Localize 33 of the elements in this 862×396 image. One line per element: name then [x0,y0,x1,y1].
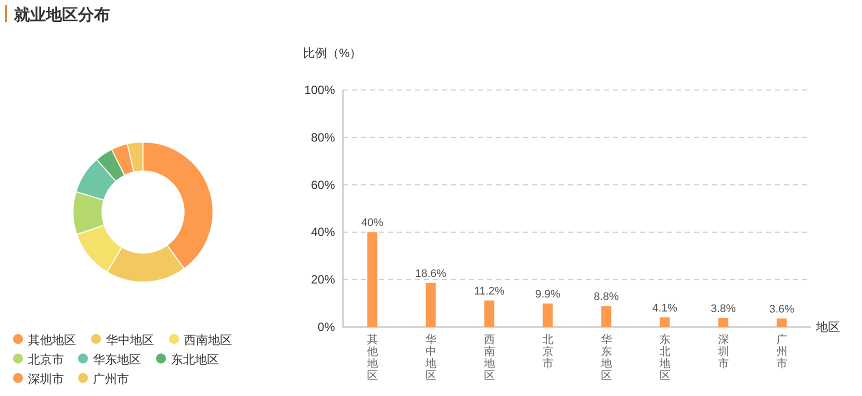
bar [776,318,787,327]
x-tick-label: 其他地区 [366,333,378,382]
y-tick-label: 0% [318,320,336,334]
y-tick-label: 100% [304,83,336,97]
x-tick-label: 华东地区 [600,334,612,382]
x-tick-label: 广州市 [776,333,788,370]
bar [601,306,612,327]
data-label: 9.9% [535,288,560,301]
data-label: 8.8% [594,291,619,304]
data-label: 11.2% [474,285,505,298]
data-label: 40% [361,217,384,230]
y-tick-label: 80% [310,130,336,144]
x-tick-label: 东北地区 [658,333,670,382]
x-tick-label: 西南地区 [482,334,495,382]
y-axis-title: 比例（%） [303,46,362,60]
y-tick-label: 40% [310,225,336,240]
y-tick-label: 60% [310,178,336,192]
data-label: 18.6% [415,268,447,280]
bar [484,300,494,327]
x-tick-label: 北京市 [542,333,554,370]
x-tick-label: 华中地区 [424,334,436,382]
y-tick-label: 20% [310,272,336,287]
chart-title: 就业地区分布 [13,6,110,24]
bar [367,232,378,327]
data-label: 3.6% [769,303,794,316]
bar [542,304,553,327]
data-label: 4.1% [652,302,678,314]
bar [718,318,728,327]
data-label: 3.8% [710,302,736,315]
bar [426,282,436,327]
x-tick-label: 深圳市 [716,334,729,370]
bar [660,317,670,327]
x-axis-title: 地区 [815,320,840,334]
